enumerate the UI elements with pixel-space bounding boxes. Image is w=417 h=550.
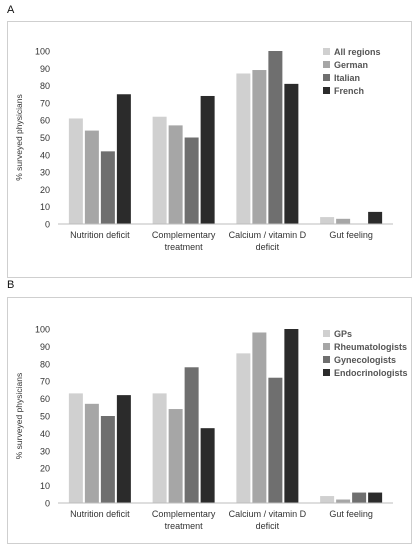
bar-2-1 bbox=[84, 130, 99, 224]
category-label: Complementary bbox=[152, 230, 216, 240]
bar-4-3 bbox=[284, 329, 299, 503]
y-tick-label: 20 bbox=[40, 464, 50, 474]
legend-label: German bbox=[334, 60, 368, 70]
category-label: Nutrition deficit bbox=[70, 230, 130, 240]
bar-4-2 bbox=[200, 95, 215, 224]
bar-3-2 bbox=[184, 137, 199, 224]
legend-swatch bbox=[323, 74, 330, 81]
category-label: treatment bbox=[165, 242, 204, 252]
bar-3-3 bbox=[268, 377, 283, 503]
category-label: Complementary bbox=[152, 509, 216, 519]
bar-2-1 bbox=[84, 403, 99, 503]
legend-label: Gynecologists bbox=[334, 355, 396, 365]
bar-2-4 bbox=[336, 499, 351, 503]
y-tick-label: 0 bbox=[45, 499, 50, 509]
legend-label: Rheumatologists bbox=[334, 342, 407, 352]
category-label: deficit bbox=[256, 521, 280, 531]
y-tick-label: 100 bbox=[35, 325, 50, 335]
y-tick-label: 90 bbox=[40, 64, 50, 74]
legend-label: GPs bbox=[334, 329, 352, 339]
category-label: Calcium / vitamin D bbox=[229, 230, 307, 240]
bar-chart-a: 0 10 20 30 40 50 60 70 80 90 100 % surveyed physici… bbox=[14, 47, 393, 252]
bar-1-2 bbox=[152, 116, 167, 224]
legend-label: French bbox=[334, 86, 364, 96]
y-tick-label: 40 bbox=[40, 429, 50, 439]
legend-label: Italian bbox=[334, 73, 360, 83]
y-tick-label: 90 bbox=[40, 342, 50, 352]
bar-4-1 bbox=[116, 395, 131, 503]
bar-1-4 bbox=[320, 217, 335, 224]
y-tick-label: 10 bbox=[40, 481, 50, 491]
bar-2-2 bbox=[168, 409, 183, 503]
panel-a-letter: A bbox=[7, 4, 15, 16]
y-tick-label: 100 bbox=[35, 47, 50, 57]
y-tick-label: 50 bbox=[40, 133, 50, 143]
y-tick-label: 60 bbox=[40, 116, 50, 126]
bar-4-1 bbox=[116, 94, 131, 224]
y-tick-label: 50 bbox=[40, 412, 50, 422]
category-label: Nutrition deficit bbox=[70, 509, 130, 519]
bar-2-3 bbox=[252, 70, 267, 224]
legend-swatch bbox=[323, 61, 330, 68]
bar-1-3 bbox=[236, 353, 251, 503]
bar-2-4 bbox=[336, 218, 351, 224]
bar-3-2 bbox=[184, 367, 199, 503]
legend-swatch bbox=[323, 48, 330, 55]
bar-1-4 bbox=[320, 496, 335, 503]
bar-3-1 bbox=[100, 151, 115, 224]
bar-chart-b: 0 10 20 30 40 50 60 70 80 90 100 % surveyed physici… bbox=[14, 325, 408, 532]
bar-4-2 bbox=[200, 428, 215, 503]
y-tick-label: 70 bbox=[40, 98, 50, 108]
legend-swatch bbox=[323, 87, 330, 94]
legend-label: All regions bbox=[334, 47, 381, 57]
bar-1-1 bbox=[68, 393, 83, 503]
y-tick-label: 20 bbox=[40, 185, 50, 195]
bar-1-3 bbox=[236, 73, 251, 224]
legend-swatch bbox=[323, 369, 330, 376]
category-label: deficit bbox=[256, 242, 280, 252]
bar-4-3 bbox=[284, 83, 299, 224]
y-tick-label: 30 bbox=[40, 446, 50, 456]
bar-2-2 bbox=[168, 125, 183, 224]
category-label: treatment bbox=[165, 521, 204, 531]
y-tick-label: 10 bbox=[40, 202, 50, 212]
category-label: Gut feeling bbox=[329, 230, 373, 240]
y-tick-label: 30 bbox=[40, 168, 50, 178]
y-tick-label: 0 bbox=[45, 220, 50, 230]
bar-3-3 bbox=[268, 51, 283, 224]
bar-1-1 bbox=[68, 118, 83, 224]
category-label: Gut feeling bbox=[329, 509, 373, 519]
bar-3-4 bbox=[352, 492, 367, 503]
bar-4-4 bbox=[368, 492, 383, 503]
y-tick-label: 80 bbox=[40, 359, 50, 369]
legend-swatch bbox=[323, 356, 330, 363]
category-label: Calcium / vitamin D bbox=[229, 509, 307, 519]
chart-panel-b: 0 10 20 30 40 50 60 70 80 90 100 % surveyed physici… bbox=[7, 297, 412, 544]
legend-label: Endocrinologists bbox=[334, 368, 408, 378]
chart-panel-a: 0 10 20 30 40 50 60 70 80 90 100 % surveyed physici… bbox=[7, 21, 412, 278]
bar-2-3 bbox=[252, 332, 267, 503]
y-tick-label: 40 bbox=[40, 150, 50, 160]
y-axis-title: % surveyed physicians bbox=[14, 94, 24, 180]
bar-1-2 bbox=[152, 393, 167, 503]
bar-3-1 bbox=[100, 416, 115, 503]
bar-4-4 bbox=[368, 211, 383, 224]
legend-swatch bbox=[323, 330, 330, 337]
legend-swatch bbox=[323, 343, 330, 350]
y-tick-label: 80 bbox=[40, 81, 50, 91]
panel-b-letter: B bbox=[7, 279, 15, 291]
y-tick-label: 70 bbox=[40, 377, 50, 387]
y-axis-title: % surveyed physicians bbox=[14, 373, 24, 459]
y-tick-label: 60 bbox=[40, 394, 50, 404]
